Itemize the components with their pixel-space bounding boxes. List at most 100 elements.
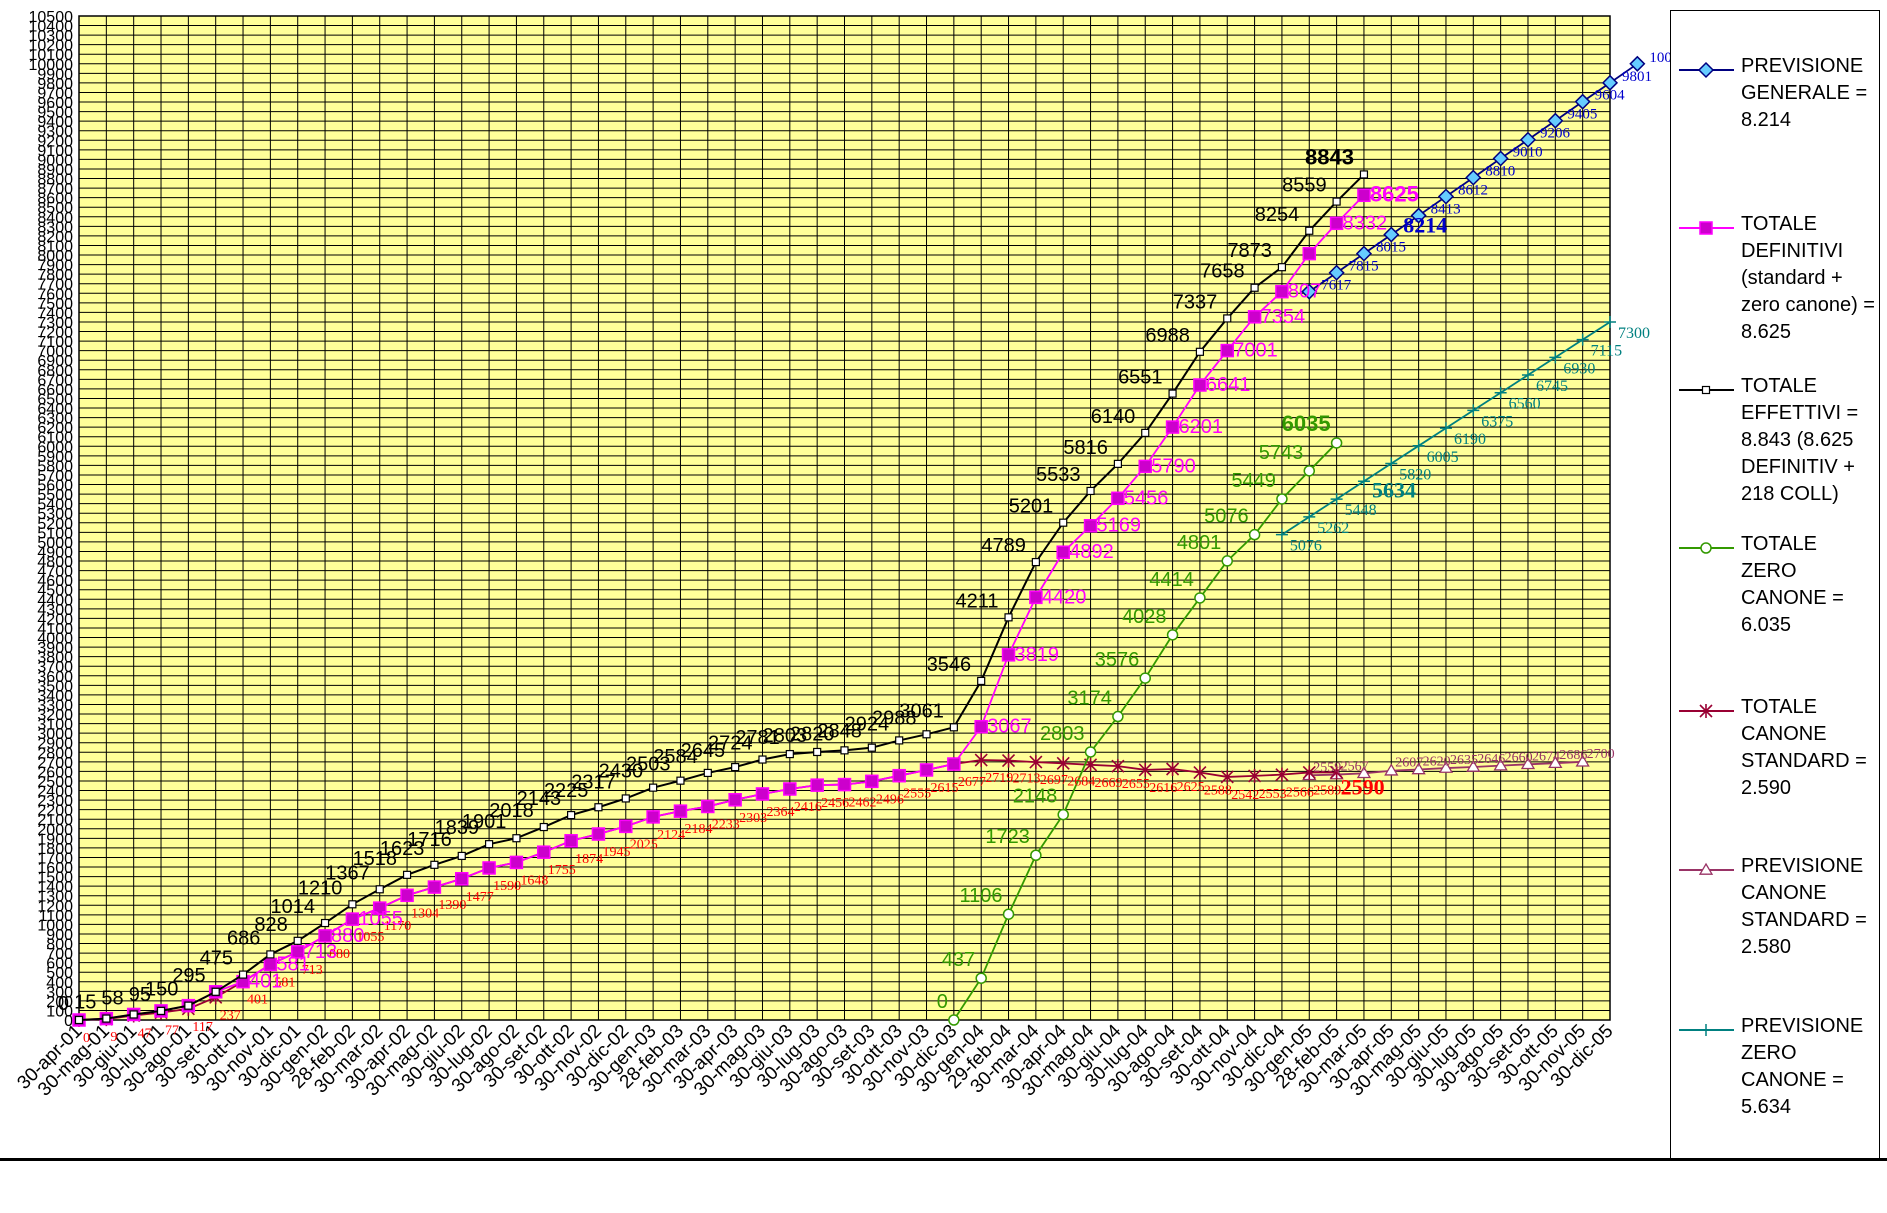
data-label: 7815	[1349, 259, 1379, 275]
marker-square-open	[1305, 226, 1314, 235]
marker-square-open	[977, 676, 986, 686]
y-tick-label: 4500	[37, 583, 73, 600]
marker-square-open	[1195, 347, 1205, 356]
marker-square-open	[1031, 557, 1040, 567]
y-tick-label: 1400	[37, 879, 73, 896]
data-label: 47	[138, 1027, 152, 1042]
data-label: 1945	[602, 845, 630, 860]
marker-square	[1699, 221, 1713, 235]
marker-circle	[1112, 710, 1124, 723]
marker-triangle	[1520, 757, 1536, 770]
data-label: 1390	[438, 898, 466, 913]
y-tick-label: 2700	[37, 755, 73, 772]
marker-square-open	[758, 755, 767, 764]
marker-square-open	[1059, 518, 1068, 527]
marker-square	[1056, 545, 1070, 559]
y-tick-label: 5700	[37, 468, 73, 485]
data-label: 2566	[1286, 786, 1314, 801]
marker-diamond	[1355, 245, 1373, 262]
marker-square-open	[1701, 385, 1711, 395]
marker-diamond	[1629, 55, 1646, 72]
y-tick-label: 2100	[37, 812, 73, 829]
y-tick-label: 8200	[37, 229, 73, 246]
data-label: 6930	[1563, 360, 1595, 377]
y-tick-label: 1000	[37, 917, 73, 934]
marker-diamond	[1301, 283, 1318, 300]
marker-square	[701, 799, 715, 814]
marker-diamond	[1383, 226, 1400, 243]
data-label: 58	[101, 987, 123, 1009]
data-label: 5169	[1097, 515, 1142, 537]
marker-plus	[1494, 386, 1507, 399]
y-tick-label: 5500	[37, 487, 73, 504]
data-label: 1901	[462, 811, 507, 833]
y-tick-label: 10200	[29, 38, 74, 55]
data-label: 77	[165, 1024, 179, 1039]
data-label: 5262	[1317, 520, 1349, 537]
marker-square-open	[703, 768, 712, 778]
legend: PREVISIONE GENERALE = 8.214 TOTALE DEFIN…	[1670, 10, 1880, 1160]
data-label: 5456	[1124, 487, 1169, 509]
marker-square-open	[348, 900, 357, 909]
y-tick-label: 4700	[37, 564, 73, 581]
data-label: 2697	[1040, 773, 1068, 788]
data-label: 1623	[380, 838, 425, 860]
y-tick-label: 4400	[37, 592, 73, 609]
marker-square	[1193, 378, 1207, 392]
marker-diamond	[1410, 207, 1427, 224]
marker-plus	[1412, 439, 1425, 452]
marker-square	[400, 888, 414, 903]
data-label: 2184	[684, 822, 712, 837]
marker-square	[1275, 284, 1289, 299]
marker-square	[755, 787, 770, 801]
marker-circle	[1221, 555, 1233, 567]
data-label: 713	[304, 941, 337, 963]
marker-square-open	[129, 1010, 138, 1019]
data-label: 2590	[1341, 774, 1385, 799]
data-label: 2669	[1095, 776, 1123, 791]
y-tick-label: 9900	[37, 66, 73, 83]
data-label: 2416	[794, 800, 822, 815]
y-tick-label: 5000	[37, 535, 73, 552]
data-label: 581	[276, 953, 309, 975]
data-label: 8559	[1282, 175, 1327, 197]
data-label: 5533	[1036, 464, 1081, 486]
marker-square	[1357, 188, 1371, 203]
marker-square	[1220, 343, 1234, 358]
marker-circle	[1002, 908, 1015, 920]
data-label: 2364	[766, 805, 794, 820]
data-label: 7337	[1173, 291, 1218, 313]
data-label: 1477	[466, 890, 494, 905]
marker-square-open	[320, 918, 330, 928]
marker-square-open	[567, 810, 576, 820]
y-tick-label: 800	[46, 937, 73, 954]
y-tick-label: 500	[46, 965, 73, 982]
marker-square-open	[840, 746, 849, 755]
y-tick-label: 8800	[37, 172, 73, 189]
marker-circle	[1139, 672, 1151, 684]
y-tick-label: 1300	[37, 889, 73, 906]
marker-circle	[1057, 808, 1069, 821]
marker-square	[1083, 518, 1098, 533]
data-label: 2317	[571, 771, 616, 793]
data-label: 2820	[790, 723, 835, 745]
marker-square	[455, 872, 469, 886]
data-label: 1014	[271, 896, 316, 918]
marker-square-open	[1004, 613, 1013, 622]
data-label: 2542	[1231, 788, 1259, 803]
y-tick-label: 8000	[37, 248, 73, 265]
y-tick-label: 3400	[37, 688, 73, 705]
data-label: 4211	[956, 590, 999, 612]
data-label: 9010	[1513, 144, 1543, 160]
y-tick-label: 2800	[37, 745, 73, 762]
y-tick-label: 9500	[37, 105, 73, 122]
marker-square-open	[512, 834, 521, 843]
marker-diamond	[1328, 264, 1345, 281]
data-label: 7115	[1591, 343, 1622, 360]
data-label: 8214	[1403, 213, 1447, 238]
marker-square	[372, 901, 387, 915]
data-label: 880	[329, 947, 350, 962]
data-label: 10000	[1649, 50, 1670, 66]
marker-square-open	[594, 803, 603, 812]
data-label: 2615	[931, 781, 959, 796]
